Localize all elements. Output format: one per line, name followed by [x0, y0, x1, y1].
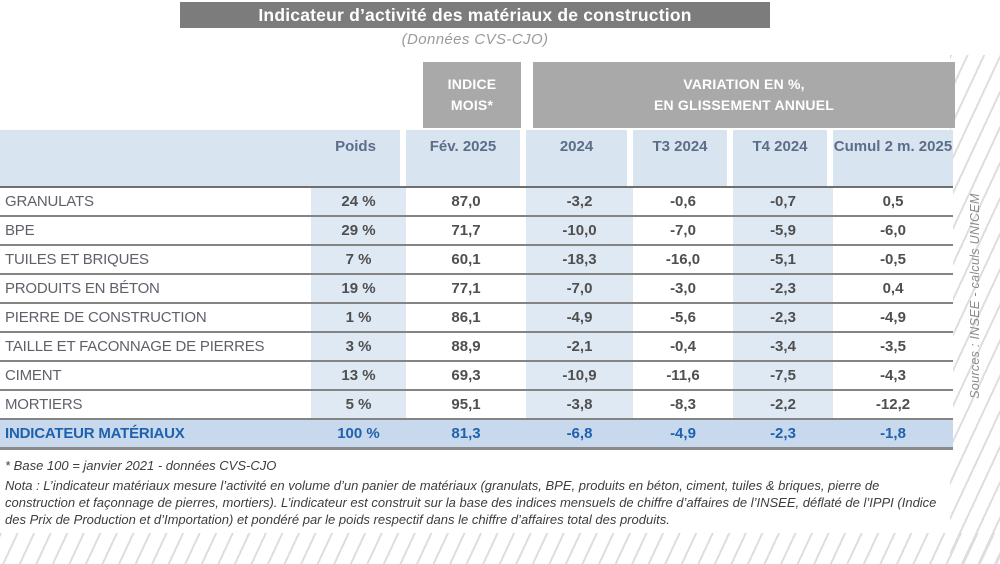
footnote-base100: * Base 100 = janvier 2021 - données CVS-… — [5, 458, 277, 473]
cell-poids: 13 % — [311, 362, 406, 389]
cell-indice-fev-2025: 87,0 — [451, 193, 481, 210]
row-label: PRODUITS EN BÉTON — [5, 280, 160, 297]
indice-line1: INDICE — [447, 76, 497, 92]
cell-var-t4-2024: -7,5 — [733, 362, 833, 389]
column-header-t4-2024: T4 2024 — [733, 130, 833, 186]
table-row: PRODUITS EN BÉTON 19 % 77,1 -7,0 -3,0 -2,3 0,4 — [0, 275, 953, 304]
cell-var-2024: -3,8 — [526, 391, 633, 418]
cell-var-t3-2024: -0,4 — [670, 338, 696, 355]
cell-var-cumul-2m-2025: -0,5 — [880, 251, 906, 268]
footnote-nota: Nota : L’indicateur matériaux mesure l’a… — [5, 477, 937, 527]
table-row: TAILLE ET FACONNAGE DE PIERRES 3 % 88,9 -2,… — [0, 333, 953, 362]
cell-poids: 7 % — [311, 246, 406, 273]
column-header-row: Poids Fév. 2025 2024 T3 2024 T4 2024 Cum… — [0, 130, 953, 188]
row-label: PIERRE DE CONSTRUCTION — [5, 309, 207, 326]
cell-var-t4-2024: -2,3 — [733, 420, 833, 447]
cell-var-2024: -6,8 — [526, 420, 633, 447]
page-subtitle: (Données CVS-CJO) — [401, 31, 549, 48]
page-title: Indicateur d’activité des matériaux de c… — [180, 2, 770, 28]
cell-indice-fev-2025: 71,7 — [451, 222, 481, 239]
cell-poids: 19 % — [311, 275, 406, 302]
cell-indice-fev-2025: 60,1 — [451, 251, 481, 268]
variation-line1: VARIATION EN %, — [683, 76, 805, 92]
cell-var-2024: -10,0 — [526, 217, 633, 244]
cell-indice-fev-2025: 86,1 — [451, 309, 481, 326]
cell-var-cumul-2m-2025: -4,3 — [880, 367, 906, 384]
row-label: INDICATEUR MATÉRIAUX — [0, 420, 311, 447]
cell-poids: 29 % — [311, 217, 406, 244]
footnotes: * Base 100 = janvier 2021 - données CVS-… — [5, 458, 950, 529]
table-row: MORTIERS 5 % 95,1 -3,8 -8,3 -2,2 -12,2 — [0, 391, 953, 420]
table-row-total: INDICATEUR MATÉRIAUX 100 % 81,3 -6,8 -4,9 -2,… — [0, 420, 953, 450]
cell-var-cumul-2m-2025: 0,5 — [882, 193, 904, 210]
cell-indice-fev-2025: 81,3 — [406, 420, 526, 447]
col-group-variation: VARIATION EN %, EN GLISSEMENT ANNUEL — [533, 62, 955, 128]
cell-indice-fev-2025: 95,1 — [451, 396, 481, 413]
cell-var-2024: -18,3 — [526, 246, 633, 273]
cell-indice-fev-2025: 69,3 — [451, 367, 481, 384]
cell-var-cumul-2m-2025: -3,5 — [880, 338, 906, 355]
hatch-pattern-bottom — [0, 533, 1000, 564]
cell-var-t3-2024: -8,3 — [670, 396, 696, 413]
hatch-pattern-right — [950, 55, 1000, 564]
row-label: TUILES ET BRIQUES — [5, 251, 149, 268]
cell-var-t3-2024: -0,6 — [670, 193, 696, 210]
cell-poids: 100 % — [311, 420, 406, 447]
cell-indice-fev-2025: 88,9 — [451, 338, 481, 355]
row-label: GRANULATS — [5, 193, 94, 210]
row-label: MORTIERS — [5, 396, 83, 413]
cell-poids: 24 % — [311, 188, 406, 215]
cell-indice-fev-2025: 77,1 — [451, 280, 481, 297]
cell-var-t4-2024: -5,9 — [733, 217, 833, 244]
cell-var-t3-2024: -5,6 — [670, 309, 696, 326]
table-row: PIERRE DE CONSTRUCTION 1 % 86,1 -4,9 -5,6 -2,… — [0, 304, 953, 333]
cell-poids: 3 % — [311, 333, 406, 360]
table-body: GRANULATS 24 % 87,0 -3,2 -0,6 -0,7 0,5 BPE 29 % 7… — [0, 188, 953, 450]
cell-var-t4-2024: -5,1 — [733, 246, 833, 273]
cell-var-t3-2024: -16,0 — [665, 251, 701, 268]
cell-var-cumul-2m-2025: -6,0 — [880, 222, 906, 239]
column-header-label — [0, 130, 311, 186]
cell-var-t3-2024: -7,0 — [670, 222, 696, 239]
col-group-indice-mois: INDICE MOIS* — [423, 62, 521, 128]
row-label: BPE — [5, 222, 35, 239]
table-row: GRANULATS 24 % 87,0 -3,2 -0,6 -0,7 0,5 — [0, 188, 953, 217]
cell-var-cumul-2m-2025: 0,4 — [882, 280, 904, 297]
cell-var-t4-2024: -2,2 — [733, 391, 833, 418]
table-row: TUILES ET BRIQUES 7 % 60,1 -18,3 -16,0 -5,1 -0… — [0, 246, 953, 275]
row-label: TAILLE ET FACONNAGE DE PIERRES — [5, 338, 265, 355]
column-header-cumul: Cumul 2 m. 2025 — [833, 130, 953, 186]
cell-var-cumul-2m-2025: -12,2 — [875, 396, 911, 413]
column-header-fev-2025: Fév. 2025 — [406, 130, 526, 186]
variation-line2: EN GLISSEMENT ANNUEL — [653, 97, 835, 113]
column-header-poids: Poids — [311, 130, 406, 186]
cell-poids: 5 % — [311, 391, 406, 418]
cell-var-2024: -7,0 — [526, 275, 633, 302]
indice-line2: MOIS* — [450, 97, 494, 113]
cell-var-t4-2024: -0,7 — [733, 188, 833, 215]
source-note-vertical: Sources : INSEE - calculs UNICEM — [968, 193, 982, 399]
cell-var-cumul-2m-2025: -1,8 — [833, 420, 953, 447]
column-header-t3-2024: T3 2024 — [633, 130, 733, 186]
column-header-2024: 2024 — [526, 130, 633, 186]
cell-var-2024: -3,2 — [526, 188, 633, 215]
cell-var-t3-2024: -4,9 — [633, 420, 733, 447]
table-row: CIMENT 13 % 69,3 -10,9 -11,6 -7,5 -4,3 — [0, 362, 953, 391]
row-label: CIMENT — [5, 367, 62, 384]
cell-var-2024: -10,9 — [526, 362, 633, 389]
cell-var-2024: -2,1 — [526, 333, 633, 360]
cell-var-2024: -4,9 — [526, 304, 633, 331]
cell-var-t3-2024: -11,6 — [666, 367, 700, 384]
cell-poids: 1 % — [311, 304, 406, 331]
cell-var-t4-2024: -2,3 — [733, 304, 833, 331]
cell-var-t3-2024: -3,0 — [670, 280, 696, 297]
table-row: BPE 29 % 71,7 -10,0 -7,0 -5,9 -6,0 — [0, 217, 953, 246]
cell-var-t4-2024: -3,4 — [733, 333, 833, 360]
cell-var-cumul-2m-2025: -4,9 — [880, 309, 906, 326]
cell-var-t4-2024: -2,3 — [733, 275, 833, 302]
